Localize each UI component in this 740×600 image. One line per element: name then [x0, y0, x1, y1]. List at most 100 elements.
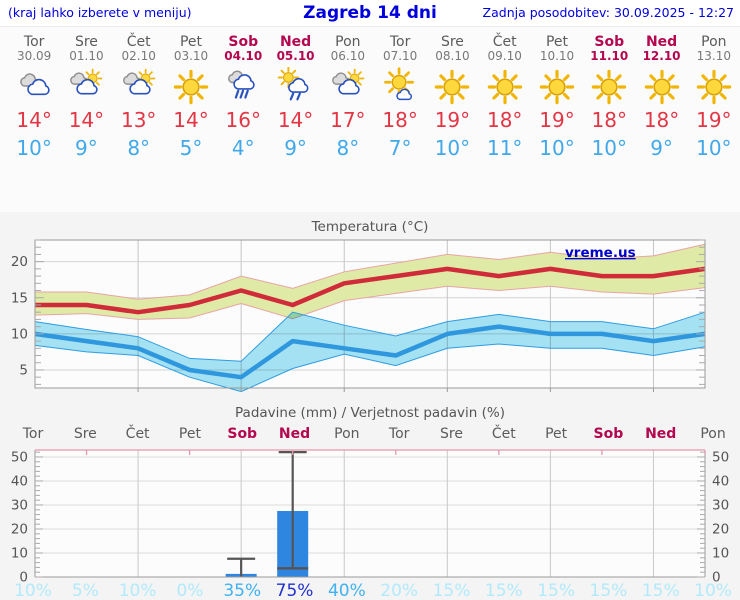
precipitation-probability: 15% [485, 581, 523, 600]
precip-day-label: Čet [492, 424, 516, 442]
day-name: Ned [645, 34, 678, 50]
precip-y-tick-label: 40 [11, 473, 28, 489]
precip-day-label: Pon [700, 426, 725, 442]
precip-y-tick-label: 10 [11, 545, 28, 561]
day-date: 13.10 [696, 49, 732, 63]
low-temperature: 7° [388, 136, 412, 160]
forecast-day-column: Tor 30.09 14° 10° [8, 27, 60, 213]
low-temperature: 8° [336, 136, 360, 160]
day-name: Pon [701, 34, 727, 50]
day-name: Sre [440, 34, 464, 50]
low-temperature: 11° [486, 136, 523, 160]
day-name: Čet [126, 34, 151, 50]
day-date: 04.10 [224, 49, 263, 63]
precip-plot-area [35, 450, 705, 577]
precip-y-tick-label: 40 [712, 473, 729, 489]
temp-y-tick-label: 20 [11, 254, 28, 270]
precipitation-probability: 40% [328, 581, 366, 600]
precip-day-label: Sob [594, 426, 624, 442]
mostly-sunny-icon [381, 68, 419, 106]
forecast-grid: Tor 30.09 14° 10° Sre 01.10 14° 9° Čet 02.10 13° 8°… [0, 27, 740, 213]
high-temperature: 19° [539, 108, 575, 132]
sunny-icon [695, 68, 733, 106]
temp-y-tick-label: 5 [19, 362, 28, 378]
precip-day-label: Sob [227, 426, 257, 442]
forecast-day-column: Čet 02.10 13° 8° [113, 27, 165, 213]
sunny-icon [643, 68, 681, 106]
precip-day-label: Čet [126, 424, 150, 442]
forecast-day-column: Pet 10.10 19° 10° [531, 27, 583, 213]
day-date: 03.10 [173, 49, 209, 63]
watermark-link[interactable]: vreme.us [565, 245, 636, 261]
precip-day-label: Tor [388, 426, 410, 442]
high-temperature: 17° [330, 108, 366, 132]
forecast-day-column: Sob 11.10 18° 10° [583, 27, 635, 213]
forecast-day-column: Pon 13.10 19° 10° [688, 27, 740, 213]
day-name: Sob [228, 34, 259, 50]
precip-y-tick-label: 50 [11, 449, 28, 465]
day-name: Sre [74, 34, 98, 50]
sunny-icon [433, 68, 471, 106]
partly-cloudy-icon [329, 68, 367, 106]
day-date: 11.10 [590, 49, 629, 63]
day-name: Pet [179, 34, 203, 50]
high-temperature: 13° [120, 108, 157, 132]
day-date: 07.10 [382, 49, 418, 63]
precipitation-probability: 15% [537, 581, 575, 600]
sun-rain-icon [277, 68, 315, 106]
precipitation-probability: 75% [276, 581, 314, 600]
forecast-day-column: Ned 05.10 14° 9° [269, 27, 321, 213]
precipitation-probability: 15% [433, 581, 471, 600]
precipitation-probability: 15% [590, 581, 628, 600]
precip-day-label: Sre [440, 426, 463, 442]
page-header: (kraj lahko izberete v meniju) Zagreb 14… [0, 0, 740, 26]
charts-section: 5 10 15 20 Temperatura (°C) vreme.us 0 0 10 10 20… [0, 212, 740, 600]
day-date: 05.10 [276, 49, 315, 63]
forecast-day-column: Pon 06.10 17° 8° [322, 27, 374, 213]
low-temperature: 10° [591, 136, 627, 160]
low-temperature: 10° [539, 136, 575, 160]
precip-chart-title: Padavine (mm) / Verjetnost padavin (%) [235, 405, 505, 421]
partly-cloudy-icon [67, 68, 105, 106]
precip-day-label: Tor [22, 426, 44, 442]
low-temperature: 9° [650, 136, 673, 160]
rain-icon [224, 68, 262, 106]
day-name: Sob [594, 34, 625, 50]
day-name: Pon [335, 34, 361, 50]
low-temperature: 10° [696, 136, 732, 160]
low-temperature: 8° [127, 136, 151, 160]
high-temperature: 18° [382, 108, 418, 132]
precip-y-tick-label: 0 [19, 570, 28, 586]
precipitation-probability: 10% [14, 581, 52, 600]
day-date: 10.10 [539, 49, 575, 63]
high-temperature: 19° [696, 108, 732, 132]
precip-day-label: Pon [334, 426, 359, 442]
precipitation-probability: 10% [694, 581, 732, 600]
forecast-day-column: Čet 09.10 18° 11° [479, 27, 531, 213]
day-date: 30.09 [16, 49, 52, 63]
low-temperature: 4° [231, 136, 255, 160]
sunny-icon [590, 68, 628, 106]
partly-cloudy-icon [120, 68, 158, 106]
day-date: 01.10 [69, 49, 104, 63]
precipitation-probability: 5% [72, 581, 99, 600]
temp-y-tick-label: 15 [11, 290, 28, 306]
forecast-day-column: Sre 01.10 14° 9° [60, 27, 112, 213]
last-update-text: Zadnja posodobitev: 30.09.2025 - 12:27 [482, 5, 734, 20]
high-temperature: 16° [225, 108, 261, 132]
precip-y-tick-label: 0 [712, 570, 721, 586]
precip-y-tick-label: 20 [712, 521, 729, 537]
precip-day-label: Sre [74, 426, 97, 442]
high-temperature: 19° [434, 108, 471, 132]
forecast-day-column: Pet 03.10 14° 5° [165, 27, 217, 213]
precip-y-tick-label: 10 [712, 545, 729, 561]
day-name: Tor [23, 34, 45, 50]
day-date: 06.10 [330, 49, 366, 63]
forecast-day-column: Sre 08.10 19° 10° [426, 27, 478, 213]
low-temperature: 5° [179, 136, 203, 160]
precip-day-label: Pet [545, 426, 568, 442]
day-name: Čet [492, 34, 517, 50]
sunny-icon [538, 68, 576, 106]
day-name: Pet [545, 34, 569, 50]
day-name: Ned [279, 34, 312, 50]
